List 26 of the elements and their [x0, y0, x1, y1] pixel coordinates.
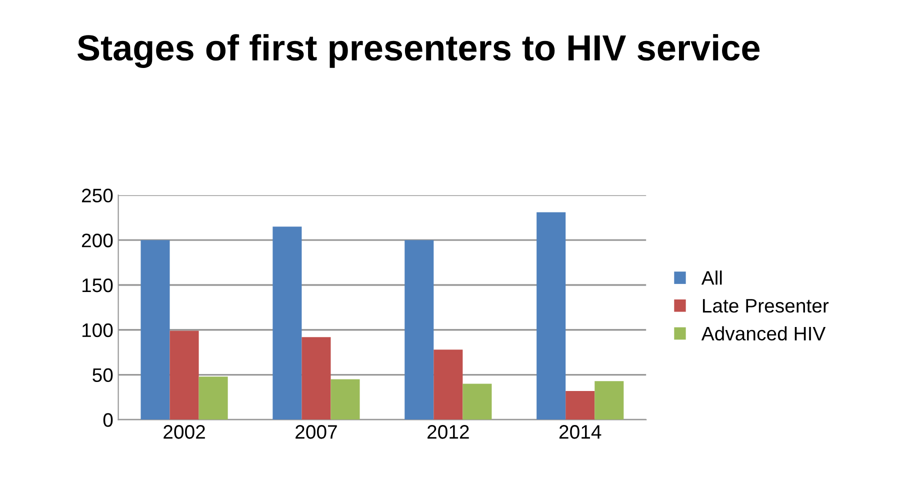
bar [302, 337, 331, 420]
bar [566, 390, 595, 420]
bar [434, 350, 463, 420]
bar [272, 226, 302, 420]
x-tick-label: 2007 [296, 425, 337, 439]
x-tick-label: 2002 [164, 425, 205, 439]
x-tick-label: 2012 [428, 425, 469, 439]
legend-label: Late Presenter [702, 299, 829, 313]
legend-label: Advanced HIV [701, 326, 826, 341]
y-tick-label: 100 [82, 323, 113, 338]
legend-label: All [701, 270, 722, 285]
bar [594, 381, 624, 420]
bar [170, 330, 199, 420]
y-tick-label: 200 [82, 234, 113, 248]
y-tick-label: 50 [92, 368, 113, 382]
chart-title: Stages of first presenters to HIV service [77, 34, 760, 68]
bar [462, 384, 492, 420]
bar [536, 212, 566, 420]
bar [140, 240, 170, 420]
bar [198, 376, 228, 420]
y-tick-label: 250 [82, 188, 113, 202]
bar [330, 379, 360, 420]
bar [404, 240, 434, 420]
y-tick-label: 0 [103, 413, 113, 427]
x-tick-label: 2014 [559, 425, 602, 439]
y-tick-label: 150 [82, 278, 113, 292]
